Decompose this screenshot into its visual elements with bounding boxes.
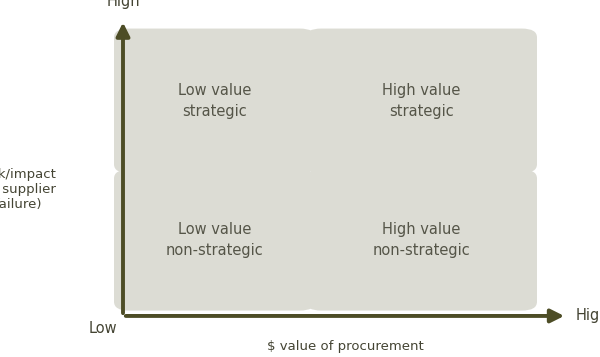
FancyBboxPatch shape [114, 29, 315, 173]
Text: High value
strategic: High value strategic [382, 83, 461, 119]
Text: High: High [576, 308, 600, 323]
FancyBboxPatch shape [306, 170, 537, 311]
Text: $ value of procurement: $ value of procurement [266, 341, 424, 353]
FancyBboxPatch shape [114, 170, 315, 311]
Text: Low value
strategic: Low value strategic [178, 83, 251, 119]
Text: Risk/impact
(of supplier
failure): Risk/impact (of supplier failure) [0, 168, 57, 211]
Text: Low: Low [88, 321, 117, 336]
Text: Low value
non-strategic: Low value non-strategic [166, 222, 263, 258]
Text: High: High [106, 0, 140, 9]
FancyBboxPatch shape [306, 29, 537, 173]
Text: High value
non-strategic: High value non-strategic [373, 222, 470, 258]
